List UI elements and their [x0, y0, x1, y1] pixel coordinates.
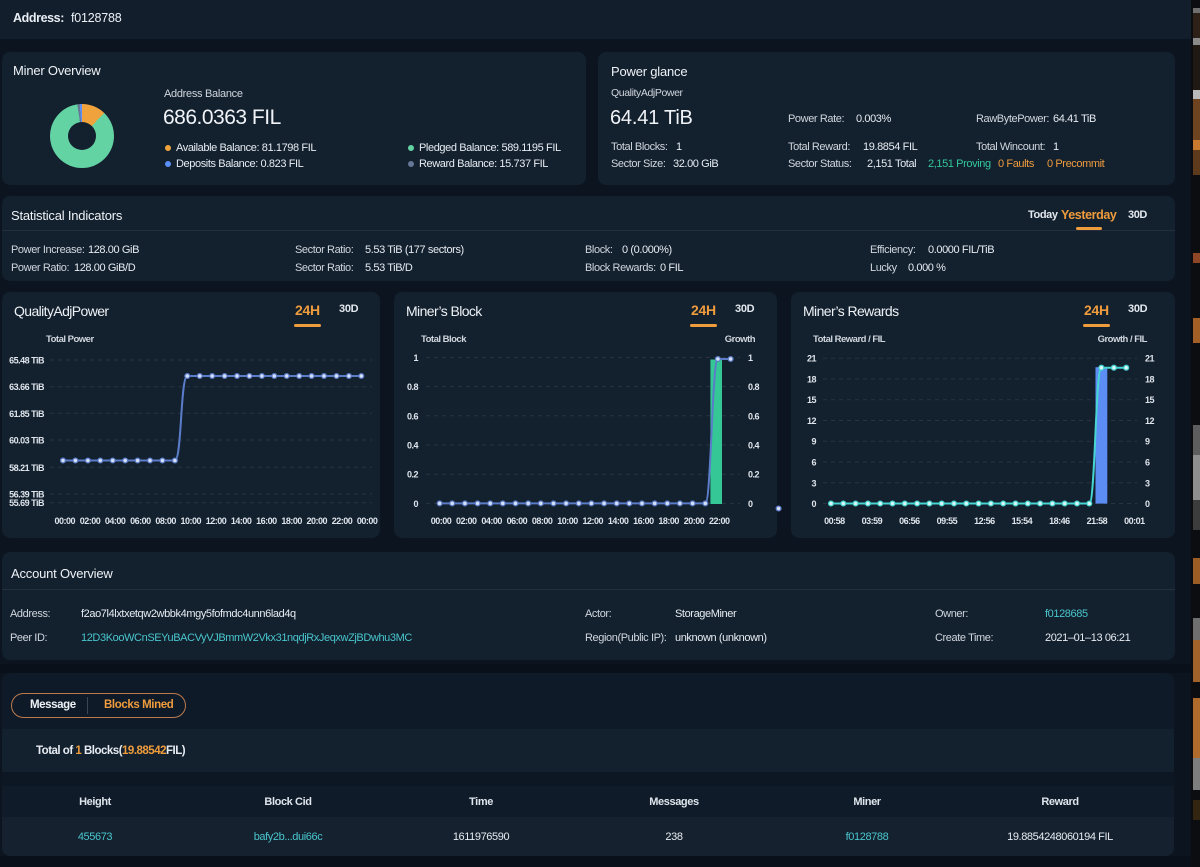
svg-text:04:00: 04:00 [105, 516, 126, 526]
svg-text:06:00: 06:00 [130, 516, 151, 526]
svg-text:18:46: 18:46 [1049, 516, 1070, 526]
svg-text:12:56: 12:56 [974, 516, 995, 526]
svg-text:63.66 TiB: 63.66 TiB [9, 382, 45, 392]
svg-text:06:00: 06:00 [507, 516, 528, 526]
svg-text:18: 18 [1145, 374, 1155, 384]
svg-text:0.8: 0.8 [407, 382, 419, 392]
svg-text:02:00: 02:00 [80, 516, 101, 526]
svg-text:1: 1 [748, 353, 753, 363]
svg-text:Total Reward / FIL: Total Reward / FIL [813, 334, 886, 345]
svg-text:18: 18 [807, 374, 817, 384]
svg-text:22:00: 22:00 [709, 516, 730, 526]
svg-text:0.8: 0.8 [748, 382, 760, 392]
svg-text:0.6: 0.6 [748, 411, 760, 421]
svg-text:00:58: 00:58 [824, 516, 845, 526]
svg-text:02:00: 02:00 [456, 516, 477, 526]
svg-text:60.03 TiB: 60.03 TiB [9, 436, 45, 446]
svg-text:55.69 TiB: 55.69 TiB [9, 498, 45, 508]
svg-text:10:00: 10:00 [557, 516, 578, 526]
svg-text:0: 0 [413, 499, 418, 509]
svg-text:9: 9 [1145, 437, 1150, 447]
svg-text:20:00: 20:00 [684, 516, 705, 526]
svg-text:06:56: 06:56 [899, 516, 920, 526]
svg-text:0.4: 0.4 [407, 441, 419, 451]
svg-text:04:00: 04:00 [481, 516, 502, 526]
svg-text:09:55: 09:55 [937, 516, 958, 526]
svg-text:12: 12 [1145, 416, 1155, 426]
svg-text:12:00: 12:00 [206, 516, 227, 526]
svg-text:6: 6 [1145, 458, 1150, 468]
svg-text:21:58: 21:58 [1087, 516, 1108, 526]
svg-text:3: 3 [1145, 478, 1150, 488]
svg-text:9: 9 [811, 437, 816, 447]
svg-text:15: 15 [1145, 395, 1155, 405]
svg-text:22:00: 22:00 [332, 516, 353, 526]
svg-text:0: 0 [748, 499, 753, 509]
svg-text:Growth: Growth [725, 334, 756, 345]
svg-text:21: 21 [807, 354, 817, 364]
svg-text:18:00: 18:00 [658, 516, 679, 526]
svg-text:16:00: 16:00 [256, 516, 277, 526]
svg-text:15: 15 [807, 395, 817, 405]
svg-text:0.2: 0.2 [407, 470, 419, 480]
svg-text:16:00: 16:00 [633, 516, 654, 526]
svg-text:0.4: 0.4 [748, 441, 760, 451]
svg-text:20:00: 20:00 [307, 516, 328, 526]
svg-text:12: 12 [807, 416, 817, 426]
svg-text:1: 1 [413, 353, 418, 363]
svg-text:18:00: 18:00 [281, 516, 302, 526]
svg-text:3: 3 [811, 478, 816, 488]
svg-text:6: 6 [811, 458, 816, 468]
svg-text:0: 0 [811, 499, 816, 509]
svg-text:14:00: 14:00 [231, 516, 252, 526]
svg-text:65.48 TiB: 65.48 TiB [9, 356, 45, 366]
svg-text:58.21 TiB: 58.21 TiB [9, 463, 45, 473]
svg-text:0: 0 [1145, 499, 1150, 509]
svg-text:00:01: 00:01 [1124, 516, 1145, 526]
svg-text:15:54: 15:54 [1012, 516, 1033, 526]
svg-text:14:00: 14:00 [608, 516, 629, 526]
svg-text:08:00: 08:00 [155, 516, 176, 526]
svg-text:12:00: 12:00 [583, 516, 604, 526]
svg-text:61.85 TiB: 61.85 TiB [9, 409, 45, 419]
svg-text:00:00: 00:00 [55, 516, 76, 526]
svg-text:56.39 TiB: 56.39 TiB [9, 490, 45, 500]
svg-text:Total Block: Total Block [421, 334, 467, 345]
svg-text:Total Power: Total Power [46, 334, 94, 345]
svg-text:0.2: 0.2 [748, 470, 760, 480]
svg-text:21: 21 [1145, 354, 1155, 364]
svg-text:00:00: 00:00 [431, 516, 452, 526]
svg-text:08:00: 08:00 [532, 516, 553, 526]
svg-text:Growth / FIL: Growth / FIL [1098, 334, 1148, 345]
svg-text:00:00: 00:00 [357, 516, 378, 526]
svg-text:03:59: 03:59 [862, 516, 883, 526]
svg-text:10:00: 10:00 [181, 516, 202, 526]
svg-text:0.6: 0.6 [407, 411, 419, 421]
